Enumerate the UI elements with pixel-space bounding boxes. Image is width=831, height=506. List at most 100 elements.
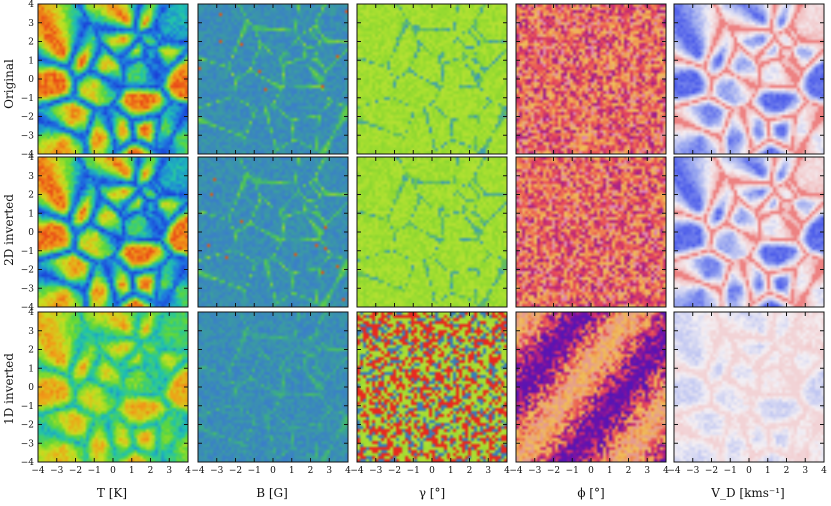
x-tick-label: −3 xyxy=(50,466,64,476)
x-tick-label: 1 xyxy=(765,466,771,476)
x-tick-label: −4 xyxy=(667,466,681,476)
panel-2d-inverted-temperature xyxy=(37,156,189,308)
panel-1d-inverted-azimuth xyxy=(515,311,667,463)
y-tick-label: 2 xyxy=(28,38,34,48)
col-label-field-strength: B [G] xyxy=(256,486,288,500)
panel-image xyxy=(357,4,507,154)
panel-image xyxy=(38,157,188,307)
y-tick-label: 3 xyxy=(28,327,34,337)
x-tick-label: 0 xyxy=(746,466,752,476)
panel-original-doppler-velocity xyxy=(673,3,825,155)
x-tick-label: 3 xyxy=(326,466,332,476)
panel-image xyxy=(198,157,348,307)
x-tick-label: −2 xyxy=(388,466,401,476)
ticks: 43210−1−2−3−443210−1−2−3−443210−1−2−3−4−… xyxy=(21,0,827,476)
panel-image xyxy=(357,312,507,462)
x-tick-label: 3 xyxy=(485,466,491,476)
x-tick-label: −4 xyxy=(509,466,523,476)
x-tick-label: −3 xyxy=(528,466,542,476)
panel-image xyxy=(674,157,824,307)
y-tick-label: 4 xyxy=(28,0,34,10)
panel-2d-inverted-doppler-velocity xyxy=(673,156,825,308)
panel-image xyxy=(38,4,188,154)
y-tick-label: 0 xyxy=(28,75,34,85)
x-tick-label: −2 xyxy=(69,466,82,476)
y-tick-label: −1 xyxy=(21,94,34,104)
x-tick-label: 3 xyxy=(166,466,172,476)
x-tick-label: −3 xyxy=(686,466,700,476)
x-tick-label: −2 xyxy=(229,466,242,476)
row-label-2d-inverted: 2D inverted xyxy=(2,194,16,266)
y-tick-label: 1 xyxy=(28,56,34,66)
x-tick-label: 4 xyxy=(821,466,827,476)
x-tick-label: 4 xyxy=(504,466,510,476)
panel-original-inclination xyxy=(356,3,508,155)
panel-image xyxy=(516,4,666,154)
y-tick-label: 0 xyxy=(28,383,34,393)
x-tick-label: −4 xyxy=(191,466,205,476)
y-tick-label: 3 xyxy=(28,172,34,182)
y-tick-label: −2 xyxy=(21,421,34,431)
col-label-doppler-velocity: V_D [kms⁻¹] xyxy=(710,486,784,500)
row-label-1d-inverted: 1D inverted xyxy=(2,353,16,425)
panel-1d-inverted-doppler-velocity xyxy=(673,311,825,463)
panel-1d-inverted-inclination xyxy=(356,311,508,463)
x-tick-label: 3 xyxy=(644,466,650,476)
y-tick-label: −4 xyxy=(21,303,35,313)
y-tick-label: −2 xyxy=(21,266,34,276)
x-tick-label: −4 xyxy=(31,466,45,476)
y-tick-label: 3 xyxy=(28,19,34,29)
x-tick-label: −2 xyxy=(705,466,718,476)
x-tick-label: 4 xyxy=(345,466,351,476)
panel-image xyxy=(674,4,824,154)
y-tick-label: 1 xyxy=(28,364,34,374)
row-label-original: Original xyxy=(2,59,16,109)
x-tick-label: −1 xyxy=(248,466,261,476)
x-tick-label: 4 xyxy=(185,466,191,476)
panels xyxy=(37,3,825,463)
panel-original-azimuth xyxy=(515,3,667,155)
x-tick-label: 3 xyxy=(802,466,808,476)
panel-image xyxy=(38,312,188,462)
y-tick-label: −4 xyxy=(21,458,35,468)
x-tick-label: 0 xyxy=(270,466,276,476)
x-tick-label: −1 xyxy=(407,466,420,476)
panel-image xyxy=(198,4,348,154)
x-tick-label: 1 xyxy=(129,466,135,476)
y-tick-label: 4 xyxy=(28,308,34,318)
panel-original-field-strength xyxy=(197,3,349,155)
x-tick-label: 4 xyxy=(663,466,669,476)
y-tick-label: 4 xyxy=(28,153,34,163)
panel-image xyxy=(516,312,666,462)
x-tick-label: 2 xyxy=(784,466,790,476)
y-tick-label: −1 xyxy=(21,402,34,412)
y-tick-label: −3 xyxy=(21,131,35,141)
y-tick-label: 0 xyxy=(28,228,34,238)
x-tick-label: 1 xyxy=(607,466,613,476)
col-label-azimuth: ϕ [°] xyxy=(577,486,604,500)
x-tick-label: 0 xyxy=(429,466,435,476)
y-tick-label: −2 xyxy=(21,113,34,123)
row-labels: Original 2D inverted 1D inverted xyxy=(2,59,16,425)
column-labels: T [K] B [G] γ [°] ϕ [°] V_D [kms⁻¹] xyxy=(97,486,785,500)
panel-2d-inverted-field-strength xyxy=(197,156,349,308)
col-label-inclination: γ [°] xyxy=(419,486,445,500)
x-tick-label: 1 xyxy=(448,466,454,476)
panel-image xyxy=(357,157,507,307)
x-tick-label: −4 xyxy=(350,466,364,476)
x-tick-label: 2 xyxy=(626,466,632,476)
y-tick-label: 1 xyxy=(28,209,34,219)
panel-1d-inverted-temperature xyxy=(37,311,189,463)
y-tick-label: −1 xyxy=(21,247,34,257)
panel-2d-inverted-azimuth xyxy=(515,156,667,308)
panel-image xyxy=(674,312,824,462)
x-tick-label: −3 xyxy=(369,466,383,476)
x-tick-label: 0 xyxy=(110,466,116,476)
x-tick-label: 1 xyxy=(289,466,295,476)
x-tick-label: −3 xyxy=(210,466,224,476)
x-tick-label: 2 xyxy=(308,466,314,476)
y-tick-label: −4 xyxy=(21,150,35,160)
panel-2d-inverted-inclination xyxy=(356,156,508,308)
y-tick-label: 2 xyxy=(28,346,34,356)
x-tick-label: 2 xyxy=(148,466,154,476)
